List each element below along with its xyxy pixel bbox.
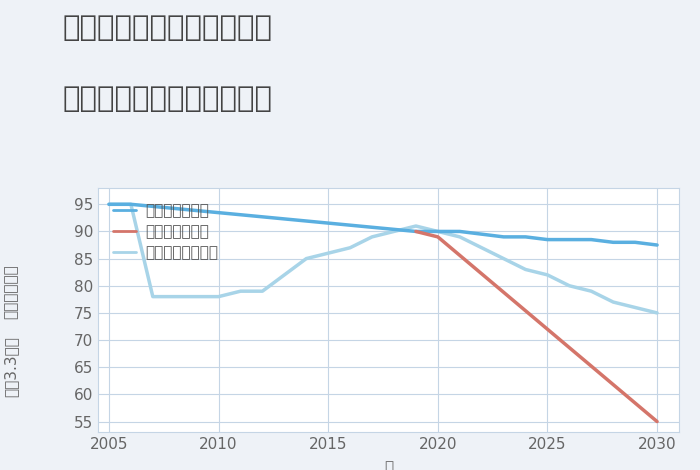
グッドシナリオ	[587, 237, 596, 243]
バッドシナリオ	[653, 419, 662, 424]
グッドシナリオ	[565, 237, 573, 243]
グッドシナリオ	[105, 202, 113, 207]
グッドシナリオ	[477, 231, 486, 237]
ノーマルシナリオ	[390, 228, 398, 234]
グッドシナリオ	[522, 234, 530, 240]
ノーマルシナリオ	[302, 256, 311, 261]
ノーマルシナリオ	[499, 256, 508, 261]
ノーマルシナリオ	[258, 289, 267, 294]
グッドシナリオ	[653, 242, 662, 248]
ノーマルシナリオ	[653, 310, 662, 316]
ノーマルシナリオ	[193, 294, 201, 299]
グッドシナリオ	[631, 240, 639, 245]
ノーマルシナリオ	[214, 294, 223, 299]
ノーマルシナリオ	[412, 223, 420, 229]
Text: 単価（万円）: 単価（万円）	[4, 264, 18, 319]
ノーマルシナリオ	[237, 289, 245, 294]
グッドシナリオ	[433, 228, 442, 234]
グッドシナリオ	[127, 202, 135, 207]
バッドシナリオ	[412, 228, 420, 234]
ノーマルシナリオ	[565, 283, 573, 289]
ノーマルシナリオ	[105, 202, 113, 207]
ノーマルシナリオ	[148, 294, 157, 299]
ノーマルシナリオ	[456, 234, 464, 240]
ノーマルシナリオ	[346, 245, 354, 251]
グッドシナリオ	[543, 237, 552, 243]
グッドシナリオ	[609, 240, 617, 245]
ノーマルシナリオ	[477, 245, 486, 251]
ノーマルシナリオ	[543, 272, 552, 278]
ノーマルシナリオ	[433, 228, 442, 234]
グッドシナリオ	[456, 228, 464, 234]
ノーマルシナリオ	[280, 272, 288, 278]
ノーマルシナリオ	[368, 234, 377, 240]
Line: グッドシナリオ: グッドシナリオ	[109, 204, 657, 245]
Line: バッドシナリオ: バッドシナリオ	[416, 231, 657, 422]
Text: 坪（3.3㎡）: 坪（3.3㎡）	[4, 336, 18, 397]
ノーマルシナリオ	[324, 251, 332, 256]
ノーマルシナリオ	[522, 266, 530, 272]
Text: 奈良県高市郡高取町与楽の: 奈良県高市郡高取町与楽の	[63, 14, 273, 42]
ノーマルシナリオ	[127, 202, 135, 207]
Legend: グッドシナリオ, バッドシナリオ, ノーマルシナリオ: グッドシナリオ, バッドシナリオ, ノーマルシナリオ	[106, 196, 226, 268]
ノーマルシナリオ	[609, 299, 617, 305]
ノーマルシナリオ	[631, 305, 639, 310]
Text: 中古マンションの価格推移: 中古マンションの価格推移	[63, 85, 273, 113]
ノーマルシナリオ	[171, 294, 179, 299]
X-axis label: 年: 年	[384, 461, 393, 470]
バッドシナリオ	[433, 234, 442, 240]
Line: ノーマルシナリオ: ノーマルシナリオ	[109, 204, 657, 313]
グッドシナリオ	[412, 228, 420, 234]
グッドシナリオ	[499, 234, 508, 240]
ノーマルシナリオ	[587, 289, 596, 294]
